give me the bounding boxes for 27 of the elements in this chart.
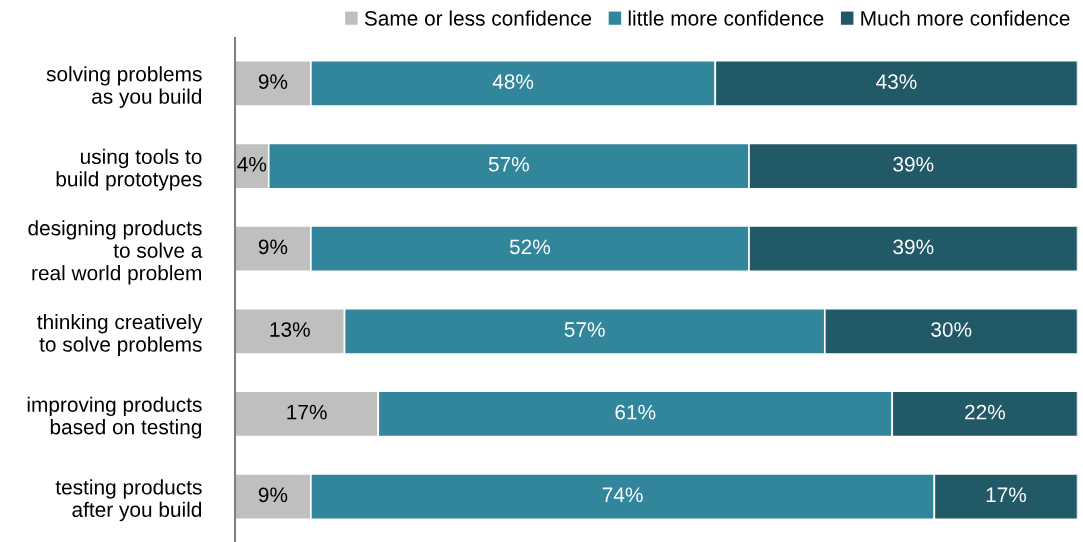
y-tick-label: using tools to build prototypes [56,148,202,191]
data-label: 39% [893,239,934,255]
legend-label: Much more confidence [861,10,1070,26]
data-label: 52% [509,239,551,255]
data-label: 61% [615,404,656,420]
data-label: 17% [986,487,1027,503]
data-label: 9% [258,74,288,89]
data-label: 17% [287,404,327,420]
data-label: 4% [237,156,267,172]
y-tick-label: solving problems as you build [46,66,202,108]
data-label: 9% [258,239,288,255]
data-label: 57% [488,156,529,172]
y-tick-label: thinking creatively to solve problems [37,314,203,356]
data-label: 48% [492,74,534,89]
data-label: 39% [893,156,934,172]
y-tick-label: improving products based on testing [27,396,202,439]
data-label: 22% [965,404,1006,420]
y-tick-label: testing products after you build [55,479,202,522]
y-tick-label: designing products to solve a real world problem [28,220,203,285]
data-label: 57% [564,322,605,337]
data-label: 74% [602,487,643,503]
data-label: 9% [258,487,288,503]
legend-label: Same or less confidence [364,10,592,26]
data-label: 43% [876,74,917,89]
data-label: 13% [270,322,310,337]
legend-label: little more confidence [628,10,824,26]
data-label: 30% [931,322,972,337]
